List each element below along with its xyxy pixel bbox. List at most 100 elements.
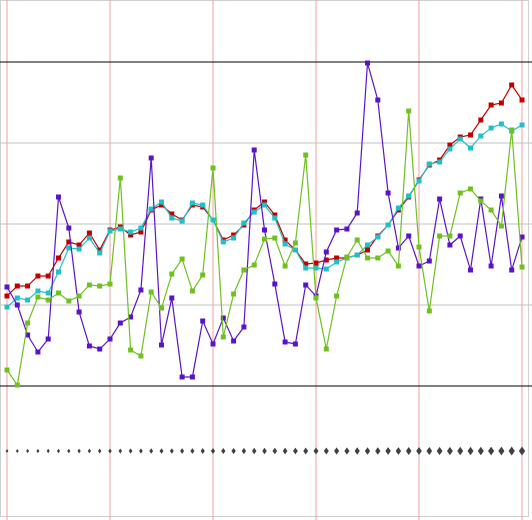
point-marker (26, 448, 30, 454)
point-marker (117, 320, 123, 326)
point-marker (169, 295, 175, 301)
point-marker (86, 230, 92, 236)
point-marker (66, 245, 72, 251)
point-marker (35, 294, 41, 300)
point-marker (272, 447, 278, 455)
point-marker (200, 272, 206, 278)
point-marker (179, 218, 185, 224)
point-marker (66, 239, 72, 245)
point-marker (138, 225, 144, 231)
point-marker (4, 293, 10, 299)
point-marker (498, 121, 504, 127)
point-marker (148, 155, 154, 161)
point-marker (148, 206, 154, 212)
point-marker (323, 257, 329, 263)
point-marker (148, 289, 154, 295)
point-marker (56, 448, 61, 454)
point-marker (200, 202, 206, 208)
point-marker (395, 205, 401, 211)
point-marker (262, 236, 268, 242)
point-marker (447, 146, 453, 152)
point-marker (25, 283, 31, 289)
point-marker (272, 215, 278, 221)
point-marker (447, 446, 453, 456)
point-marker (251, 209, 257, 215)
point-marker (354, 210, 360, 216)
point-marker (457, 446, 464, 456)
point-marker (76, 293, 82, 299)
point-marker (344, 254, 350, 260)
point-marker (231, 235, 237, 241)
point-marker (488, 263, 494, 269)
point-marker (210, 448, 216, 454)
point-marker (303, 152, 309, 158)
point-marker (66, 298, 72, 304)
point-marker (395, 263, 401, 269)
point-marker (189, 200, 195, 206)
point-marker (365, 242, 371, 248)
point-marker (468, 267, 474, 273)
point-marker (179, 256, 185, 262)
point-marker (303, 447, 309, 455)
point-marker (364, 447, 371, 455)
point-marker (180, 448, 185, 454)
point-marker (488, 125, 494, 131)
point-marker (76, 309, 82, 315)
point-marker (231, 291, 237, 297)
point-marker (118, 448, 123, 454)
point-marker (15, 448, 19, 454)
point-marker (36, 448, 40, 454)
point-marker (14, 283, 20, 289)
point-marker (107, 228, 113, 234)
point-marker (14, 302, 20, 308)
point-marker (426, 446, 433, 456)
point-marker (292, 240, 298, 246)
point-marker (251, 447, 257, 455)
point-marker (385, 222, 391, 228)
point-marker (45, 336, 51, 342)
point-marker (447, 233, 453, 239)
point-marker (519, 97, 525, 103)
point-marker (498, 100, 504, 106)
point-marker (241, 267, 247, 273)
point-marker (468, 145, 474, 151)
point-marker (375, 234, 381, 240)
point-marker (457, 190, 463, 196)
point-marker (334, 293, 340, 299)
point-marker (107, 336, 113, 342)
point-marker (468, 186, 474, 192)
point-marker (231, 338, 237, 344)
point-marker (46, 448, 50, 454)
point-marker (282, 241, 288, 247)
point-marker (334, 259, 340, 265)
point-marker (365, 60, 371, 66)
point-marker (292, 341, 298, 347)
point-marker (437, 159, 443, 165)
point-marker (334, 255, 340, 261)
point-marker (14, 382, 20, 388)
point-marker (97, 346, 103, 352)
point-marker (457, 136, 463, 142)
point-marker (478, 117, 484, 123)
point-marker (97, 250, 103, 256)
point-marker (334, 227, 340, 233)
point-marker (149, 448, 154, 454)
point-marker (159, 342, 165, 348)
point-marker (117, 226, 123, 232)
point-marker (323, 447, 329, 455)
point-marker (334, 447, 340, 455)
point-marker (426, 308, 432, 314)
point-marker (303, 261, 309, 267)
point-marker (437, 196, 443, 202)
point-marker (5, 449, 9, 453)
point-marker (97, 448, 102, 454)
point-marker (282, 339, 288, 345)
point-marker (35, 273, 41, 279)
point-marker (447, 242, 453, 248)
point-marker (313, 295, 319, 301)
point-marker (365, 247, 371, 253)
point-marker (262, 202, 268, 208)
point-marker (221, 447, 226, 455)
point-marker (385, 190, 391, 196)
